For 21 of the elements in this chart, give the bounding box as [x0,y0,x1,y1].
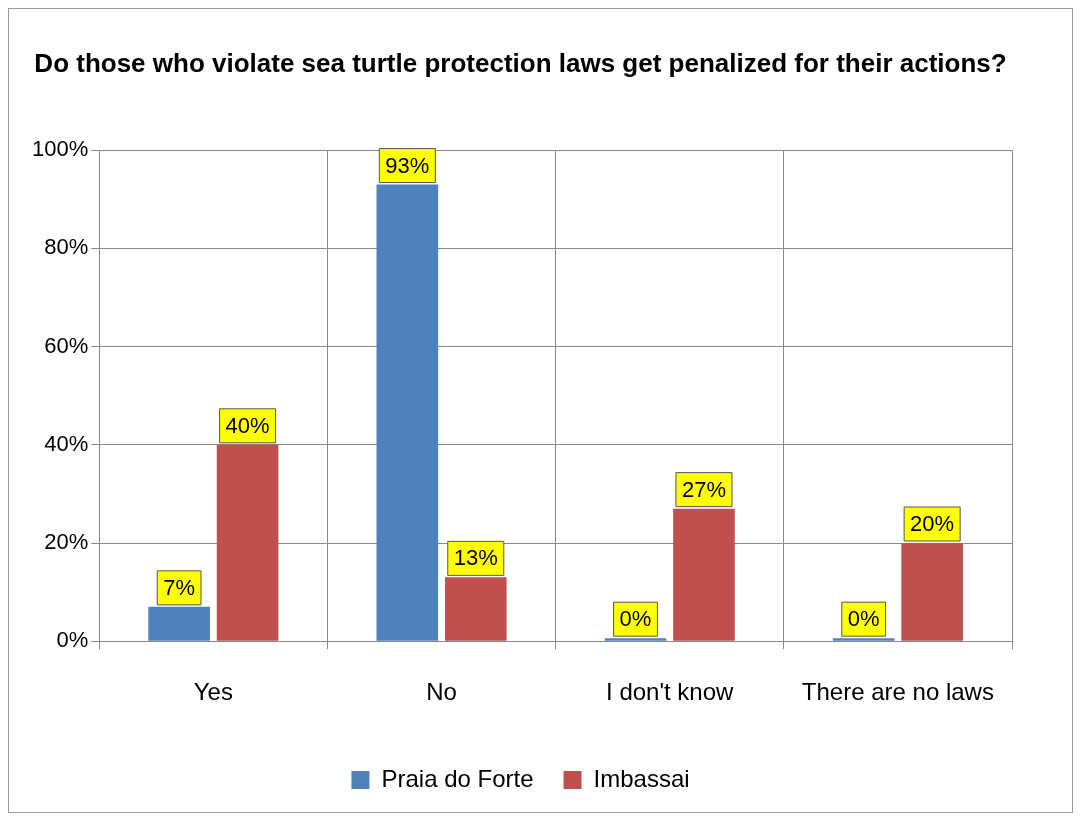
x-tick-label: There are no laws [801,678,994,706]
data-label: 93% [385,152,430,178]
data-label: 40% [225,412,270,438]
data-label: 27% [681,476,726,502]
data-label: 20% [910,511,955,537]
y-tick-label: 0% [56,627,89,653]
y-tick-label: 80% [44,234,89,260]
x-tick-label: Yes [193,678,233,706]
y-tick-label: 20% [44,529,89,555]
x-tick-label: No [426,678,457,706]
chart-title: Do those who violate sea turtle protection laws get penalized for their actions? [34,47,1007,78]
legend-label: Imbassai [593,764,690,792]
y-tick-label: 100% [31,136,89,162]
x-tick-label: I don't know [606,678,735,706]
y-tick-label: 60% [44,332,89,358]
data-label: 0% [847,606,880,632]
y-tick-label: 40% [44,430,89,456]
data-label: 13% [453,545,498,571]
legend-label: Praia do Forte [381,764,534,792]
data-label: 0% [619,606,652,632]
data-label: 7% [163,574,196,600]
